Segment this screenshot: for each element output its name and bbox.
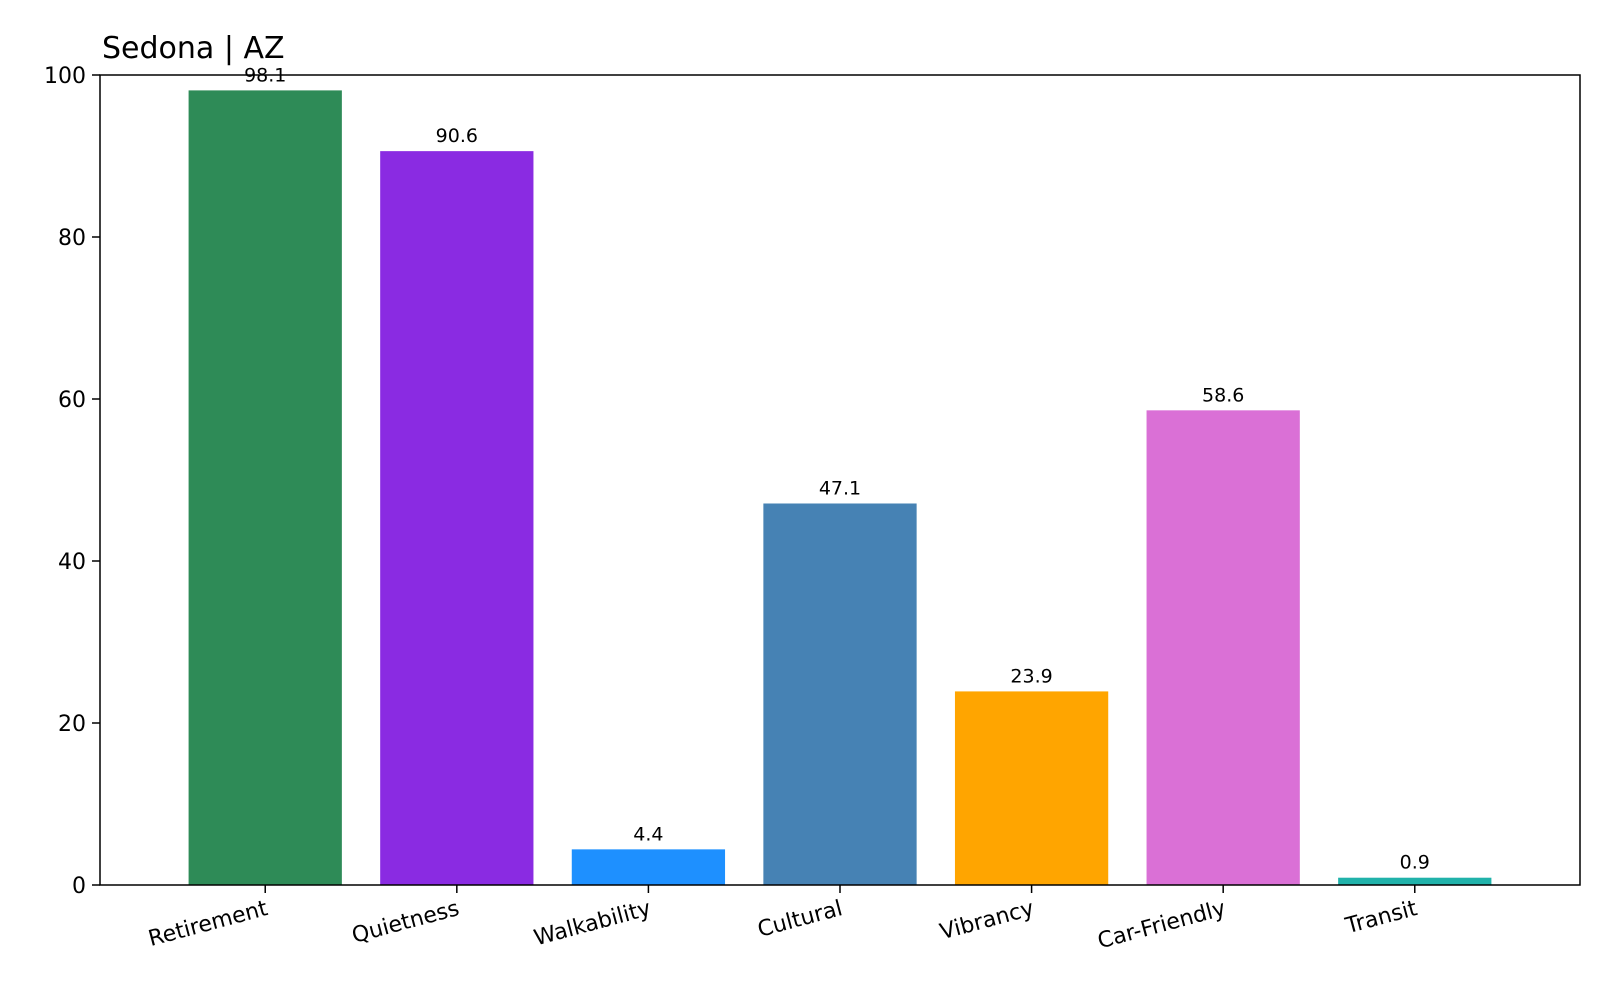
value-label: 4.4 [633, 823, 663, 845]
plot-frame [99, 74, 1581, 886]
y-tick-label: 60 [58, 388, 86, 413]
bar [954, 691, 1109, 885]
x-tick-label: Car-Friendly [1095, 896, 1228, 954]
value-label: 0.9 [1400, 852, 1430, 874]
value-label: 58.6 [1202, 384, 1244, 406]
y-tick-label: 0 [72, 874, 86, 899]
y-tick-label: 20 [58, 712, 86, 737]
bar [1146, 410, 1300, 885]
x-tick-label: Cultural [755, 896, 845, 943]
value-label: 23.9 [1010, 665, 1052, 687]
value-label: 90.6 [436, 125, 478, 147]
bar [1338, 877, 1492, 885]
x-tick-label: Vibrancy [937, 896, 1036, 945]
bar [571, 849, 726, 885]
y-tick-label: 40 [58, 550, 86, 575]
bar [763, 503, 917, 885]
y-tick-label: 100 [44, 64, 86, 89]
x-tick-label: Quietness [349, 896, 462, 949]
value-label: 47.1 [819, 477, 861, 499]
chart-title: Sedona | AZ [102, 31, 285, 66]
bar [188, 90, 342, 885]
x-tick-label: Retirement [146, 896, 271, 952]
x-tick-label: Walkability [531, 896, 653, 951]
y-tick-label: 80 [58, 226, 86, 251]
bar [380, 151, 534, 885]
x-tick-label: Transit [1342, 896, 1420, 939]
